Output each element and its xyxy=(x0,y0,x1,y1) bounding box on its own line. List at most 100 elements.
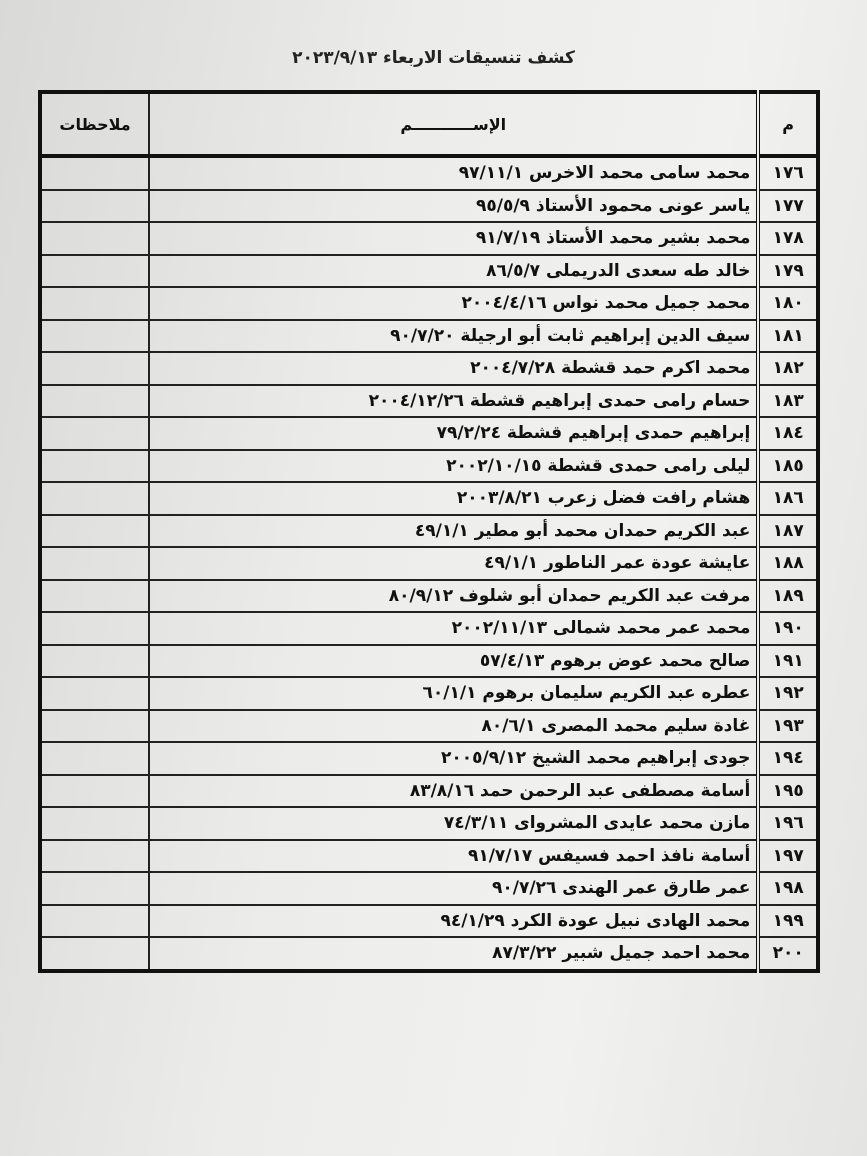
row-notes xyxy=(38,221,151,256)
row-name: سيف الدين إبراهيم ثابت أبو ارجيلة ٩٠/٧/٢… xyxy=(148,318,760,353)
header-name: الإســـــــــــم xyxy=(148,91,760,158)
row-name: محمد سامى محمد الاخرس ٩٧/١١/١ xyxy=(148,155,760,191)
row-number: ١٩٤ xyxy=(756,741,819,776)
table-row: ١٧٩ خالد طه سعدى الدريملى ٨٦/٥/٧ xyxy=(38,253,819,288)
table-row: ١٩٣ غادة سليم محمد المصرى ٨٠/٦/١ xyxy=(38,708,819,743)
row-name: ياسر عونى محمود الأستاذ ٩٥/٥/٩ xyxy=(148,188,760,223)
row-name: عطره عبد الكريم سليمان برهوم ٦٠/١/١ xyxy=(148,676,760,711)
table-row: ١٩٦ مازن محمد عايدى المشرواى ٧٤/٣/١١ xyxy=(38,806,819,841)
row-name: عبد الكريم حمدان محمد أبو مطير ٤٩/١/١ xyxy=(148,513,760,548)
names-table: م الإســـــــــــم ملاحظات ١٧٦ محمد سامى … xyxy=(38,90,820,973)
row-number: ١٨١ xyxy=(756,318,819,353)
row-number: ١٨٥ xyxy=(756,448,819,483)
row-name: غادة سليم محمد المصرى ٨٠/٦/١ xyxy=(148,708,760,743)
table-row: ١٩١ صالح محمد عوض برهوم ٥٧/٤/١٣ xyxy=(38,643,819,678)
row-number: ١٩٣ xyxy=(756,708,819,743)
row-notes xyxy=(38,155,151,191)
row-number: ١٩١ xyxy=(756,643,819,678)
table-row: ١٩٠ محمد عمر محمد شمالى ٢٠٠٢/١١/١٣ xyxy=(38,611,819,646)
row-name: أسامة نافذ احمد فسيفس ٩١/٧/١٧ xyxy=(148,838,760,873)
row-number: ١٨٩ xyxy=(756,578,819,613)
table-row: ١٨٥ ليلى رامى حمدى قشطة ٢٠٠٢/١٠/١٥ xyxy=(38,448,819,483)
row-number: ١٨٨ xyxy=(756,546,819,581)
header-number: م xyxy=(756,91,819,158)
row-notes xyxy=(38,416,151,451)
row-name: عايشة عودة عمر الناطور ٤٩/١/١ xyxy=(148,546,760,581)
table-row: ١٨٢ محمد اكرم حمد قشطة ٢٠٠٤/٧/٢٨ xyxy=(38,351,819,386)
table-row: ١٨٠ محمد جميل محمد نواس ٢٠٠٤/٤/١٦ xyxy=(38,286,819,321)
row-number: ١٩٩ xyxy=(756,903,819,938)
row-notes xyxy=(38,351,151,386)
row-name: محمد بشير محمد الأستاذ ٩١/٧/١٩ xyxy=(148,221,760,256)
row-notes xyxy=(38,806,151,841)
row-name: حسام رامى حمدى إبراهيم قشطة ٢٠٠٤/١٢/٢٦ xyxy=(148,383,760,418)
row-notes xyxy=(38,903,151,938)
row-name: محمد عمر محمد شمالى ٢٠٠٢/١١/١٣ xyxy=(148,611,760,646)
row-name: محمد اكرم حمد قشطة ٢٠٠٤/٧/٢٨ xyxy=(148,351,760,386)
table-row: ١٨٦ هشام رافت فضل زعرب ٢٠٠٣/٨/٢١ xyxy=(38,481,819,516)
row-number: ١٧٩ xyxy=(756,253,819,288)
row-name: جودى إبراهيم محمد الشيخ ٢٠٠٥/٩/١٢ xyxy=(148,741,760,776)
table-row: ١٨٩ مرفت عبد الكريم حمدان أبو شلوف ٨٠/٩/١… xyxy=(38,578,819,613)
row-name: محمد احمد جميل شبير ٨٧/٣/٢٢ xyxy=(148,936,760,972)
table-row: ٢٠٠ محمد احمد جميل شبير ٨٧/٣/٢٢ xyxy=(38,936,819,972)
row-number: ٢٠٠ xyxy=(756,936,819,972)
row-name: عمر طارق عمر الهندى ٩٠/٧/٢٦ xyxy=(148,871,760,906)
row-notes xyxy=(38,708,151,743)
table-row: ١٨٨ عايشة عودة عمر الناطور ٤٩/١/١ xyxy=(38,546,819,581)
row-notes xyxy=(38,318,151,353)
row-number: ١٨٧ xyxy=(756,513,819,548)
row-number: ١٧٦ xyxy=(756,155,819,191)
table-row: ١٩٩ محمد الهادى نبيل عودة الكرد ٩٤/١/٢٩ xyxy=(38,903,819,938)
row-notes xyxy=(38,546,151,581)
table-row: ١٧٦ محمد سامى محمد الاخرس ٩٧/١١/١ xyxy=(38,155,819,191)
row-notes xyxy=(38,253,151,288)
row-number: ١٩٦ xyxy=(756,806,819,841)
table-row: ١٩٧ أسامة نافذ احمد فسيفس ٩١/٧/١٧ xyxy=(38,838,819,873)
table-row: ١٧٨ محمد بشير محمد الأستاذ ٩١/٧/١٩ xyxy=(38,221,819,256)
row-number: ١٨٤ xyxy=(756,416,819,451)
row-name: إبراهيم حمدى إبراهيم قشطة ٧٩/٢/٢٤ xyxy=(148,416,760,451)
table-row: ١٧٧ ياسر عونى محمود الأستاذ ٩٥/٥/٩ xyxy=(38,188,819,223)
row-notes xyxy=(38,741,151,776)
table-row: ١٨٤ إبراهيم حمدى إبراهيم قشطة ٧٩/٢/٢٤ xyxy=(38,416,819,451)
row-notes xyxy=(38,773,151,808)
row-name: ليلى رامى حمدى قشطة ٢٠٠٢/١٠/١٥ xyxy=(148,448,760,483)
row-number: ١٨٢ xyxy=(756,351,819,386)
row-name: محمد جميل محمد نواس ٢٠٠٤/٤/١٦ xyxy=(148,286,760,321)
row-notes xyxy=(38,643,151,678)
row-number: ١٩٠ xyxy=(756,611,819,646)
row-notes xyxy=(38,611,151,646)
row-name: مرفت عبد الكريم حمدان أبو شلوف ٨٠/٩/١٢ xyxy=(148,578,760,613)
table-row: ١٩٨ عمر طارق عمر الهندى ٩٠/٧/٢٦ xyxy=(38,871,819,906)
row-number: ١٩٧ xyxy=(756,838,819,873)
row-name: محمد الهادى نبيل عودة الكرد ٩٤/١/٢٩ xyxy=(148,903,760,938)
table-row: ١٨٣ حسام رامى حمدى إبراهيم قشطة ٢٠٠٤/١٢/٢… xyxy=(38,383,819,418)
row-notes xyxy=(38,448,151,483)
row-notes xyxy=(38,838,151,873)
document-title: كشف تنسيقات الاربعاء ٢٠٢٣/٩/١٣ xyxy=(292,48,575,68)
row-notes xyxy=(38,513,151,548)
row-name: أسامة مصطفى عبد الرحمن حمد ٨٣/٨/١٦ xyxy=(148,773,760,808)
row-notes xyxy=(38,286,151,321)
header-notes: ملاحظات xyxy=(38,91,151,158)
row-name: خالد طه سعدى الدريملى ٨٦/٥/٧ xyxy=(148,253,760,288)
row-number: ١٨٠ xyxy=(756,286,819,321)
row-notes xyxy=(38,871,151,906)
row-number: ١٨٣ xyxy=(756,383,819,418)
table-row: ١٨١ سيف الدين إبراهيم ثابت أبو ارجيلة ٩٠/… xyxy=(38,318,819,353)
row-name: صالح محمد عوض برهوم ٥٧/٤/١٣ xyxy=(148,643,760,678)
row-notes xyxy=(38,676,151,711)
table-row: ١٨٧ عبد الكريم حمدان محمد أبو مطير ٤٩/١/١ xyxy=(38,513,819,548)
table-row: ١٩٢ عطره عبد الكريم سليمان برهوم ٦٠/١/١ xyxy=(38,676,819,711)
row-notes xyxy=(38,936,151,972)
row-name: مازن محمد عايدى المشرواى ٧٤/٣/١١ xyxy=(148,806,760,841)
row-number: ١٨٦ xyxy=(756,481,819,516)
table-header-row: م الإســـــــــــم ملاحظات xyxy=(38,91,819,158)
row-notes xyxy=(38,188,151,223)
table-row: ١٩٥ أسامة مصطفى عبد الرحمن حمد ٨٣/٨/١٦ xyxy=(38,773,819,808)
row-notes xyxy=(38,481,151,516)
table-row: ١٩٤ جودى إبراهيم محمد الشيخ ٢٠٠٥/٩/١٢ xyxy=(38,741,819,776)
row-number: ١٧٨ xyxy=(756,221,819,256)
row-number: ١٩٢ xyxy=(756,676,819,711)
